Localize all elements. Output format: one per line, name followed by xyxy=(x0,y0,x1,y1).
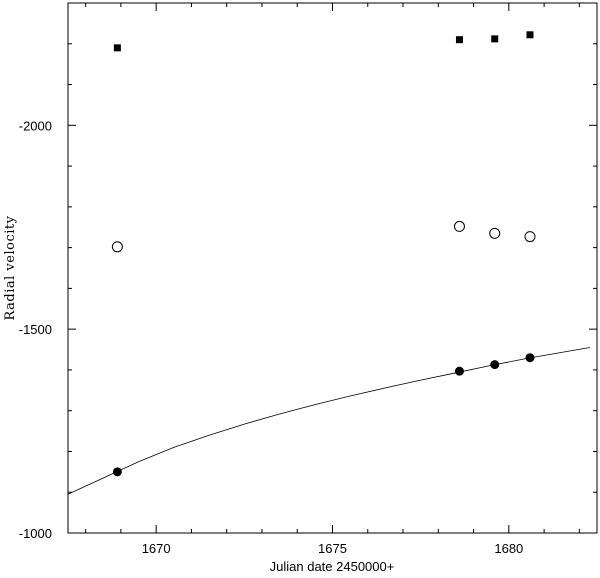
open-circle-marker xyxy=(453,220,465,232)
square-marker xyxy=(113,44,121,52)
plot-frame xyxy=(67,2,598,534)
square-marker xyxy=(491,35,499,43)
fit-curve xyxy=(67,347,590,495)
square-marker xyxy=(455,36,463,44)
y-axis-label: Radial velocity xyxy=(3,215,18,320)
filled-circle-marker xyxy=(454,366,464,376)
y-tick-label: -2000 xyxy=(19,118,52,133)
x-tick-label: 1675 xyxy=(318,541,347,556)
y-tick-label: -1500 xyxy=(19,322,52,337)
y-axis-ticks: -1000 -1500 -2000 xyxy=(19,2,597,541)
series-layer xyxy=(67,31,590,495)
x-tick-label: 1680 xyxy=(494,541,523,556)
y-tick-label: -1000 xyxy=(19,526,52,541)
open-circle-marker xyxy=(524,231,536,243)
open-circle-marker xyxy=(111,241,123,253)
x-axis-ticks: 1670 1675 1680 xyxy=(85,3,580,556)
x-axis-label: Julian date 2450000+ xyxy=(270,559,395,574)
open-circle-marker xyxy=(489,227,501,239)
square-marker xyxy=(526,31,534,39)
x-tick-label: 1670 xyxy=(142,541,171,556)
